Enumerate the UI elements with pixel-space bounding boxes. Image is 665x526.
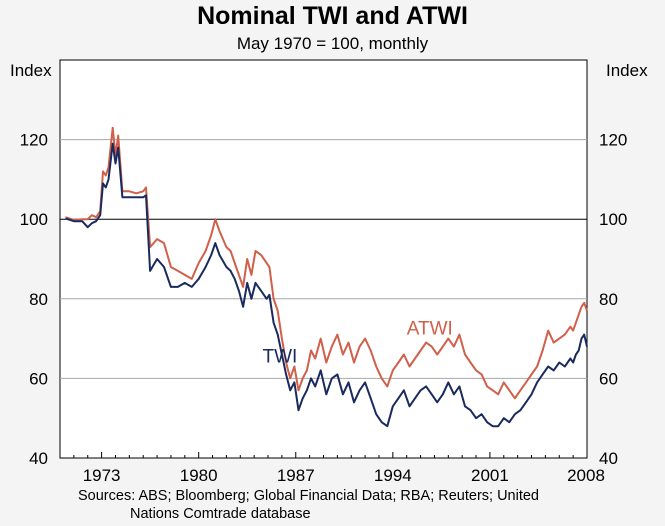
y-tick-label-left: 40 <box>29 449 48 468</box>
series-annotations: ATWI TWI <box>262 319 452 368</box>
x-tick-label: 2001 <box>471 466 509 485</box>
y-tick-label-right: 60 <box>599 369 618 388</box>
sources-line-1: Sources: ABS; Bloomberg; Global Financia… <box>78 488 539 504</box>
axis-labels: Index Index 40 40 60 60 80 80 100 100 120 120 1973… <box>10 61 648 485</box>
sources-note: Sources: ABS; Bloomberg; Global Financia… <box>78 487 638 523</box>
y-tick-label-left: 120 <box>20 131 48 150</box>
x-ticks <box>59 452 588 458</box>
chart-area: Index Index 40 40 60 60 80 80 100 100 120 120 1973… <box>10 59 648 485</box>
x-tick-label: 2008 <box>567 466 605 485</box>
y-tick-label-right: 120 <box>599 131 627 150</box>
y-tick-label-right: 40 <box>599 449 618 468</box>
y-tick-label-left: 60 <box>29 369 48 388</box>
series-line-twi <box>65 142 588 428</box>
x-tick-label: 1987 <box>277 466 315 485</box>
chart-title: Nominal TWI and ATWI <box>197 2 468 30</box>
sources-line-2: Nations Comtrade database <box>130 506 311 522</box>
plot-frame <box>59 59 588 459</box>
x-tick-label: 1980 <box>180 466 218 485</box>
y-axis-label-right: Index <box>606 61 648 80</box>
y-tick-label-right: 80 <box>599 290 618 309</box>
x-tick-label: 1994 <box>374 466 412 485</box>
x-tick-label: 1973 <box>83 466 121 485</box>
series-lines <box>65 126 588 428</box>
annotation-atwi: ATWI <box>407 319 453 340</box>
y-tick-label-left: 100 <box>20 210 48 229</box>
chart-subtitle: May 1970 = 100, monthly <box>236 34 429 53</box>
y-tick-label-right: 100 <box>599 210 627 229</box>
annotation-twi: TWI <box>262 346 297 367</box>
y-tick-label-left: 80 <box>29 290 48 309</box>
y-axis-label-left: Index <box>10 61 52 80</box>
